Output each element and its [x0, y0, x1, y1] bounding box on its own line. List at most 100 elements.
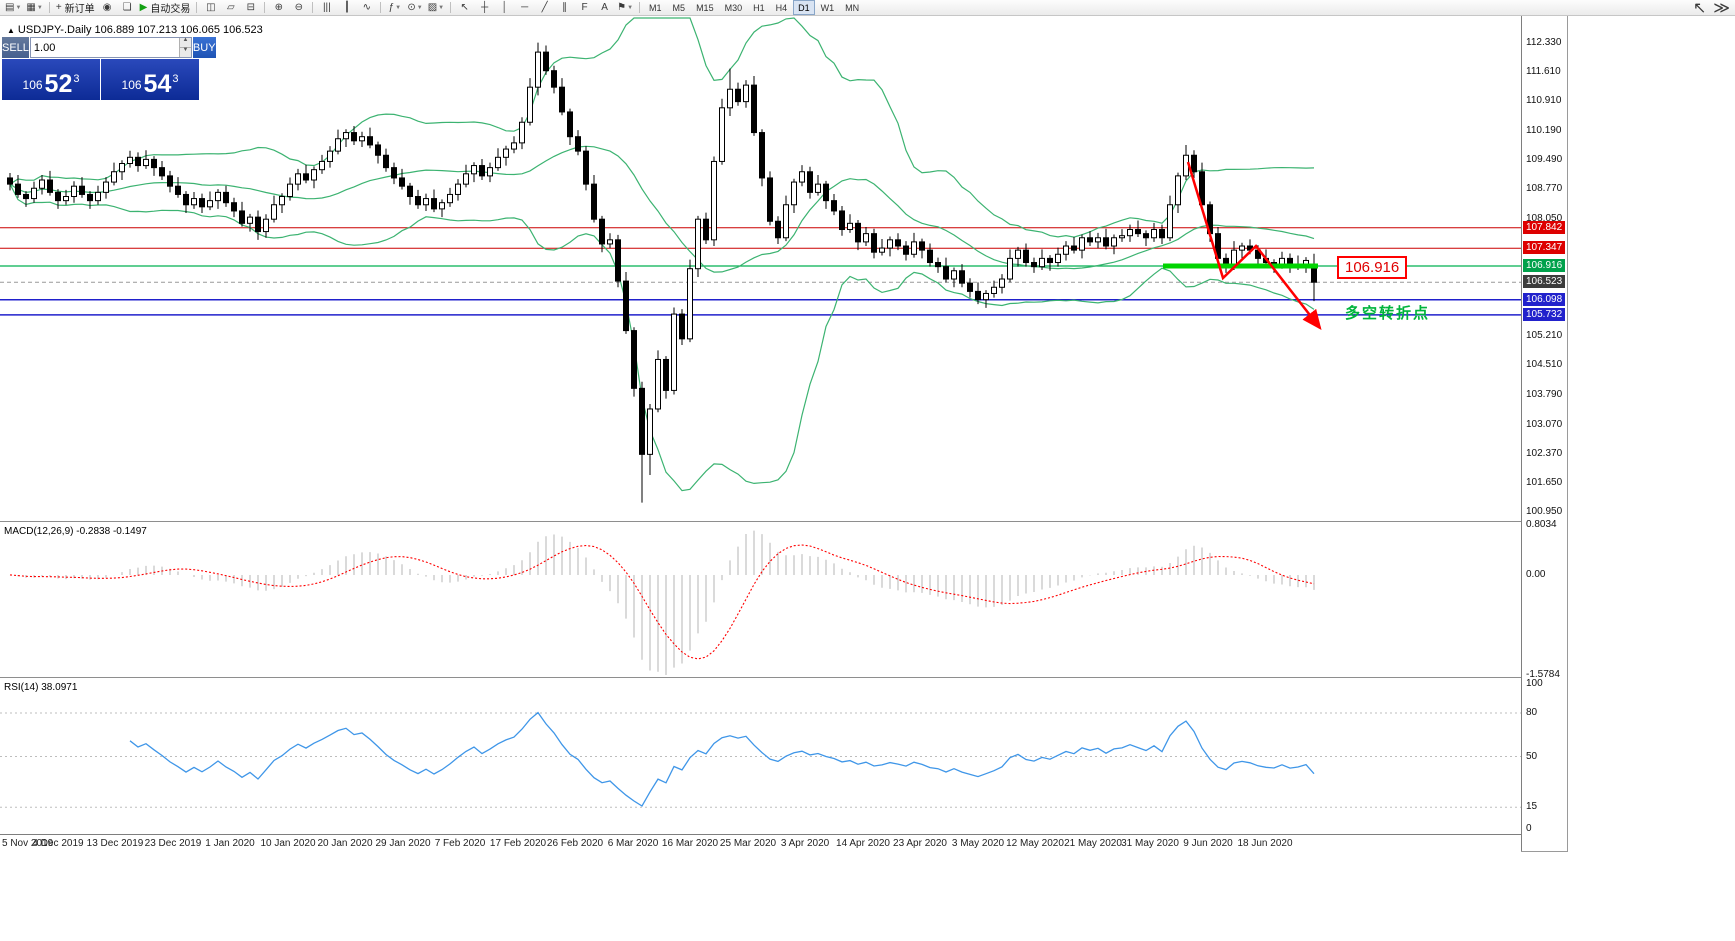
bollinger-lower-band [9, 183, 1315, 492]
price-scale-label: 102.370 [1526, 448, 1563, 459]
macd-caption: MACD(12,26,9) -0.2838 -0.1497 [4, 526, 147, 537]
templates-caret-icon: ▼ [438, 4, 445, 11]
date-label: 29 Jan 2020 [375, 838, 431, 849]
tile-windows-icon: ◫ [206, 1, 216, 13]
date-label: 23 Apr 2020 [893, 838, 947, 849]
scroll-to-end-icon[interactable]: ≫ [1713, 0, 1730, 17]
arrange-windows-icon: ⊟ [246, 1, 256, 13]
panel-separator-macd[interactable] [0, 521, 1566, 522]
toolbar-separator [312, 2, 314, 13]
macd-scale-label: -1.5784 [1526, 669, 1560, 680]
main-chart[interactable] [0, 16, 1521, 521]
profiles-icon[interactable]: ▦ ▼ [24, 1, 44, 15]
date-label: 21 May 2020 [1064, 838, 1122, 849]
date-label: 7 Feb 2020 [434, 838, 486, 849]
trend-arrow[interactable] [1186, 161, 1322, 330]
vertical-line-icon[interactable]: │ [495, 1, 514, 15]
date-label: 9 Jun 2020 [1183, 838, 1233, 849]
buy-button[interactable]: BUY [192, 37, 216, 58]
chat-icon: ❏ [122, 1, 132, 13]
sell-price-button[interactable]: 106 52 3 [2, 59, 100, 100]
horizontal-line-icon[interactable]: ─ [515, 1, 534, 15]
buy-price-button[interactable]: 106 54 3 [101, 59, 199, 100]
volume-down-button[interactable]: ▼ [178, 47, 191, 57]
fibonacci-icon[interactable]: F [575, 1, 594, 15]
chart-marker-icon: ▲ [7, 26, 15, 35]
timeframe-m1[interactable]: M1 [649, 2, 662, 13]
tile-windows-icon[interactable]: ◫ [201, 1, 220, 15]
date-label: 25 Mar 2020 [719, 838, 777, 849]
price-scale-label: 100.950 [1526, 506, 1563, 517]
alerts-icon[interactable]: ◉ [98, 1, 117, 15]
annotation-note: 多空转折点 [1345, 305, 1431, 322]
date-label: 10 Jan 2020 [260, 838, 316, 849]
timeframe-m15[interactable]: M15 [696, 2, 714, 13]
timeframe-h4[interactable]: H4 [775, 2, 788, 13]
price-scale-label: 105.210 [1526, 330, 1563, 341]
periods-icon[interactable]: ⊙ ▼ [405, 1, 424, 15]
templates-icon: ▨ [427, 1, 438, 13]
line-chart-mode-icon: ∿ [362, 1, 372, 13]
volume-up-button[interactable]: ▲ [178, 37, 191, 47]
panel-separator-rsi[interactable] [0, 677, 1566, 678]
zoom-out-icon[interactable]: ⊖ [289, 1, 308, 15]
timeframe-m30[interactable]: M30 [724, 2, 743, 13]
mouse-pointer-icon[interactable]: ↖ [1693, 0, 1707, 17]
support-lower-tag: 105.732 [1523, 308, 1566, 321]
main-toolbar: ▤ ▼ ▦ ▼ + 新订单 ◉ ❏ ▶ 自动交易 ◫ ▱ ⊟ ⊕ ⊖ ||| ┃ ∿ ƒ ▼ ⊙ ▼ ▨ ▼ ↖ ┼ │ ─ ╱ ∥ F A ⚑… [0, 0, 1735, 17]
trendline-icon[interactable]: ╱ [535, 1, 554, 15]
cascade-windows-icon: ▱ [227, 1, 235, 13]
bar-chart-mode-icon[interactable]: ||| [317, 1, 336, 15]
channel-icon: ∥ [562, 1, 568, 13]
price-axis[interactable]: 112.330 111.610 110.910 110.190 109.490 108.7… [1521, 16, 1567, 851]
auto-trading-icon: ▶ [139, 1, 148, 13]
rsi-panel[interactable] [0, 679, 1521, 834]
new-order-button[interactable]: + 新订单 [54, 1, 97, 15]
channel-icon[interactable]: ∥ [555, 1, 574, 15]
text-label-icon: A [601, 1, 608, 13]
zoom-in-icon[interactable]: ⊕ [269, 1, 288, 15]
fibonacci-icon: F [581, 1, 588, 13]
macd-scale-label: 0.00 [1526, 569, 1546, 580]
timeframe-w1[interactable]: W1 [820, 2, 835, 13]
timeframe-m5[interactable]: M5 [672, 2, 686, 13]
support-upper-tag: 106.098 [1523, 293, 1566, 306]
crosshair-icon[interactable]: ┼ [475, 1, 494, 15]
cursor-icon[interactable]: ↖ [455, 1, 474, 15]
indicators-icon[interactable]: ƒ ▼ [385, 1, 404, 15]
buy-price-base: 106 [121, 78, 142, 92]
new-order-label: 新订单 [64, 4, 95, 15]
arrow-objects-caret-icon: ▼ [627, 4, 634, 11]
date-label: 5 Nov 2019 [2, 838, 54, 849]
auto-trading-label: 自动交易 [150, 4, 191, 15]
crosshair-icon: ┼ [481, 1, 489, 13]
toolbar-separator [639, 2, 641, 13]
price-callout: 106.916 [1337, 256, 1408, 279]
auto-trading-button[interactable]: ▶ 自动交易 [138, 1, 193, 15]
chat-icon[interactable]: ❏ [118, 1, 137, 15]
text-label-icon[interactable]: A [595, 1, 614, 15]
arrow-objects-icon: ⚑ [617, 1, 627, 13]
sell-price-pip: 3 [73, 73, 80, 85]
new-chart-icon[interactable]: ▤ ▼ [3, 1, 23, 15]
templates-icon[interactable]: ▨ ▼ [426, 1, 446, 15]
price-scale-label: 108.770 [1526, 183, 1563, 194]
sell-button[interactable]: SELL [2, 37, 29, 58]
rsi-line [129, 711, 1315, 807]
macd-panel[interactable] [0, 523, 1521, 677]
toolbar-separator [450, 2, 452, 13]
price-scale-label: 103.790 [1526, 389, 1563, 400]
timeframe-h1[interactable]: H1 [753, 2, 765, 13]
arrow-objects-icon[interactable]: ⚑ ▼ [615, 1, 635, 15]
toolbar-separator [48, 2, 50, 13]
volume-input[interactable] [30, 38, 179, 57]
sell-price-base: 106 [22, 78, 43, 92]
timeframe-d1[interactable]: D1 [793, 0, 815, 15]
price-scale-label: 110.910 [1526, 95, 1562, 106]
cascade-windows-icon[interactable]: ▱ [221, 1, 240, 15]
timeframe-mn[interactable]: MN [845, 2, 860, 13]
line-chart-mode-icon[interactable]: ∿ [357, 1, 376, 15]
arrange-windows-icon[interactable]: ⊟ [241, 1, 260, 15]
candle-chart-mode-icon[interactable]: ┃ [337, 1, 356, 15]
